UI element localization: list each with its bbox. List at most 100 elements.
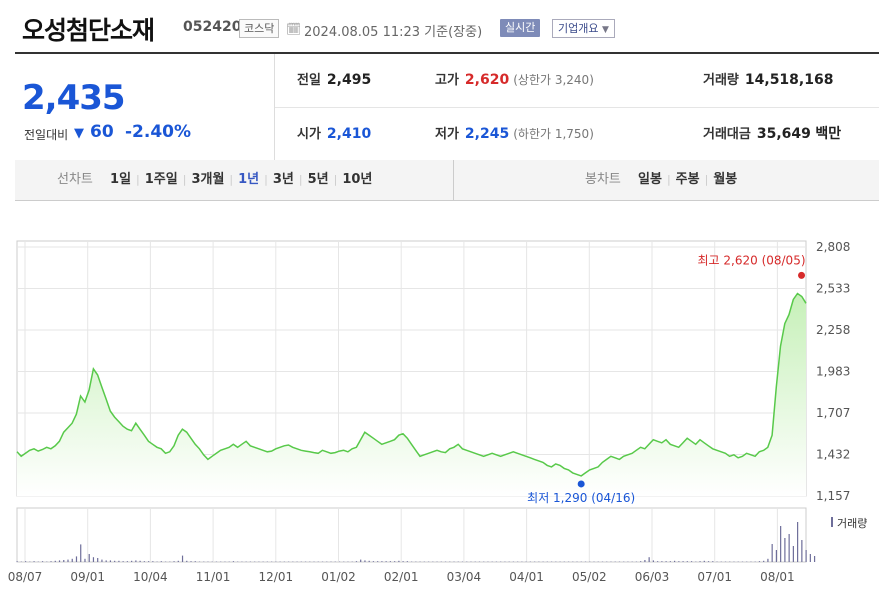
low-annotation: 최저 1,290 (04/16) <box>527 491 635 505</box>
y-tick-label: 1,157 <box>816 489 850 503</box>
x-tick-label: 05/02 <box>572 570 607 584</box>
volume-bar <box>139 560 141 562</box>
y-tick-label: 1,432 <box>816 448 850 462</box>
summary-row-2: 시가 2,410 저가 2,245 (하한가 1,750) 거래대금 35,649 백만 <box>275 108 879 161</box>
company-overview-label: 기업개요 <box>558 22 599 35</box>
timestamp-value: 2024.08.05 11:23 <box>304 25 421 40</box>
candle-tab-1[interactable]: 주봉 <box>675 172 700 187</box>
summary-row-1: 전일 2,495 고가 2,620 (상한가 3,240) 거래량 14,518,168 <box>275 54 879 108</box>
volume-legend-label: 거래량 <box>837 517 867 530</box>
tab-separator: | <box>229 173 234 186</box>
change-label: 전일대비 <box>24 128 69 142</box>
price-chart: 2,808 2,533 2,258 1,983 1,707 1,432 1,157 08/07… <box>8 240 868 584</box>
calendar-icon: 🗓 <box>286 22 302 36</box>
volume-bar <box>797 522 799 562</box>
volume-bar <box>114 560 116 562</box>
y-tick-label: 2,808 <box>816 240 850 254</box>
volume-plot-frame <box>16 507 807 563</box>
amount-cell: 거래대금 35,649 백만 <box>703 108 841 161</box>
volume-bar <box>232 561 235 562</box>
x-tick-label: 08/01 <box>760 570 795 584</box>
volume-bar <box>181 555 184 562</box>
y-tick-label: 2,258 <box>816 323 850 337</box>
realtime-button[interactable]: 실시간 <box>500 19 541 37</box>
candle-tab-2[interactable]: 월봉 <box>713 172 738 187</box>
high-annotation: 최고 2,620 (08/05) <box>698 253 806 267</box>
volume-bar <box>33 561 35 562</box>
period-tab-1[interactable]: 1주일 <box>144 172 178 187</box>
upper-limit: (상한가 3,240) <box>513 73 594 87</box>
volume-bar <box>190 561 192 562</box>
volume-bar <box>194 561 196 562</box>
tab-separator: | <box>182 173 187 186</box>
stock-name: 오성첨단소재 <box>22 16 155 45</box>
x-tick-label: 02/01 <box>384 570 419 584</box>
period-tab-6[interactable]: 10년 <box>342 172 373 187</box>
volume-bar <box>118 560 120 562</box>
volume-bar <box>92 557 95 562</box>
volume-bar <box>109 560 112 562</box>
x-tick-label: 07/01 <box>697 570 732 584</box>
volume-bar <box>699 561 701 562</box>
candle-chart-label: 봉차트 <box>585 172 621 187</box>
volume-bar <box>122 561 124 562</box>
current-price: 2,435 <box>22 78 126 118</box>
volume-bar <box>160 561 162 562</box>
low-label: 저가 <box>435 127 459 142</box>
tab-separator: | <box>136 173 140 186</box>
volume-bar <box>690 561 693 562</box>
x-tick-label: 04/01 <box>509 570 544 584</box>
volume-bar <box>813 556 816 562</box>
volume-bar <box>135 560 137 562</box>
volume-bar <box>669 561 671 562</box>
volume-bar <box>360 559 362 562</box>
volume-bar <box>101 559 103 562</box>
amount-unit: 백만 <box>815 126 842 142</box>
period-tab-0[interactable]: 1일 <box>110 172 132 187</box>
volume-bar <box>394 561 396 562</box>
volume-bar <box>682 561 684 562</box>
change-percent: -2.40% <box>125 122 192 142</box>
volume-bar <box>364 560 366 562</box>
high-cell: 고가 2,620 (상한가 3,240) <box>435 54 594 107</box>
price-line <box>16 292 807 477</box>
volume-bar <box>355 561 358 562</box>
volume-bar <box>58 560 61 562</box>
y-tick-label: 2,533 <box>816 282 850 296</box>
volume-bar <box>712 561 714 562</box>
x-tick-label: 01/02 <box>321 570 356 584</box>
company-overview-dropdown[interactable]: 기업개요 ▼ <box>552 19 615 38</box>
chart-tabs: 선차트 1일 | 1주일 | 3개월 | 1년 | 3년 | 5년 | 10년 봉차트 일봉 | 주봉 | 월봉 <box>15 160 879 201</box>
volume-bar <box>780 526 782 562</box>
x-tick-label: 06/03 <box>635 570 670 584</box>
period-tab-4[interactable]: 3년 <box>272 172 294 187</box>
volume-bar <box>372 561 375 562</box>
tab-separator: | <box>298 173 303 186</box>
x-tick-label: 12/01 <box>259 570 294 584</box>
change-value: 60 <box>90 122 114 142</box>
period-tab-3[interactable]: 1년 <box>238 172 260 187</box>
period-tab-2[interactable]: 3개월 <box>191 172 225 187</box>
volume-bar <box>402 561 404 562</box>
volume-bar <box>809 554 811 562</box>
tab-separator: | <box>264 173 268 186</box>
y-tick-label: 1,983 <box>816 365 850 379</box>
period-tab-5[interactable]: 5년 <box>307 172 329 187</box>
lower-limit: (하한가 1,750) <box>513 127 594 141</box>
low-value: 2,245 <box>464 126 510 142</box>
volume-bar <box>105 560 107 562</box>
volume-bar <box>707 561 710 562</box>
down-triangle-icon: ▼ <box>74 126 84 141</box>
volume-bar <box>54 560 56 562</box>
high-value: 2,620 <box>464 72 510 88</box>
low-marker <box>577 480 585 488</box>
volume-value: 14,518,168 <box>744 72 834 88</box>
volume-bar <box>703 560 705 562</box>
prev-close-value: 2,495 <box>326 72 372 88</box>
volume-bar <box>143 561 145 562</box>
volume-cell: 거래량 14,518,168 <box>703 54 833 107</box>
timestamp-basis: 기준(장중) <box>424 25 483 40</box>
tab-separator: | <box>704 173 709 186</box>
candle-tab-0[interactable]: 일봉 <box>638 172 662 187</box>
volume-bar <box>678 561 680 562</box>
